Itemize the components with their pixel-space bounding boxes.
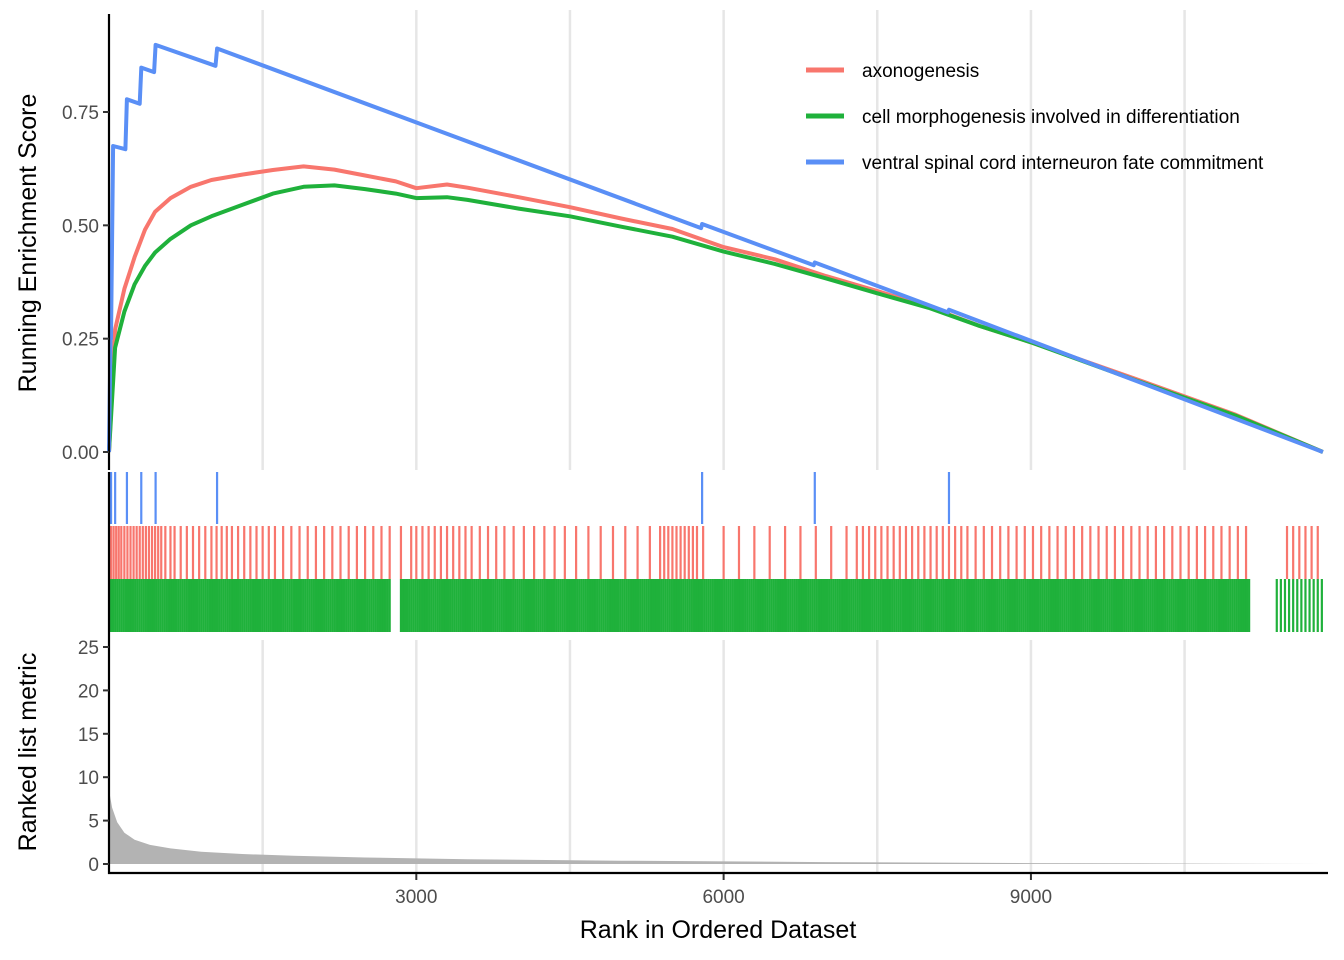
- y-tick-label-top: 0.00: [62, 443, 99, 464]
- legend-label: axonogenesis: [862, 61, 979, 82]
- y-tick-label-bottom: 0: [88, 855, 99, 876]
- tick-labels: 0.00 0.25 0.50 0.75 0 5 10 15 20 25 3000 6000 9000: [62, 103, 1052, 908]
- legend: axonogenesis cell morphogenesis involved …: [806, 61, 1264, 174]
- y-tick-label-bottom: 20: [78, 681, 99, 702]
- ranked-metric-area: [109, 790, 1323, 864]
- y-tick-label-bottom: 5: [88, 812, 99, 833]
- enrichment-lines: [107, 42, 1324, 454]
- y-tick-label-bottom: 15: [78, 725, 99, 746]
- legend-label: ventral spinal cord interneuron fate com…: [862, 153, 1264, 174]
- series-line-1: [107, 183, 1324, 454]
- y-tick-label-top: 0.50: [62, 216, 99, 237]
- x-tick-label: 6000: [702, 887, 744, 908]
- x-tick-label: 9000: [1010, 887, 1052, 908]
- y-tick-label-top: 0.75: [62, 103, 99, 124]
- y-axis-title-top: Running Enrichment Score: [14, 94, 42, 393]
- series-line-2: [107, 42, 1324, 454]
- x-axis-title: Rank in Ordered Dataset: [580, 916, 857, 944]
- y-tick-label-bottom: 10: [78, 768, 99, 789]
- legend-label: cell morphogenesis involved in different…: [862, 107, 1240, 128]
- ranked-metric-fill: [109, 790, 1323, 864]
- y-tick-label-bottom: 25: [78, 638, 99, 659]
- grid-lines: [261, 10, 1186, 872]
- y-axis-title-bottom: Ranked list metric: [14, 653, 42, 852]
- x-tick-label: 3000: [395, 887, 437, 908]
- axes: [107, 14, 1328, 875]
- y-tick-label-top: 0.25: [62, 330, 99, 351]
- series-line-0: [107, 164, 1324, 454]
- gene-hit-ticks: [108, 472, 1323, 632]
